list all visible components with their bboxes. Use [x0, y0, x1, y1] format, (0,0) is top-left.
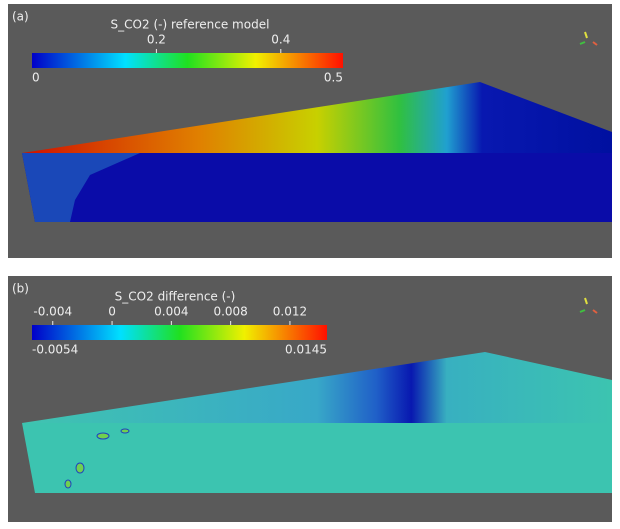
colorbar-max-label: 0.5 — [324, 71, 343, 85]
colorbar — [32, 325, 327, 340]
front-face — [22, 423, 612, 493]
colorbar — [32, 53, 343, 68]
colorbar-tick-label: 0.004 — [154, 305, 188, 319]
colorbar-tick-label: -0.004 — [33, 305, 72, 319]
figure: (a) S_CO2 (-) reference model0.2 0.4 0 0.5 (b… — [0, 0, 620, 529]
panel-label: (a) — [12, 10, 29, 24]
colorbar-title: S_CO2 (-) reference model — [111, 18, 270, 32]
colorbar-min-label: -0.0054 — [32, 343, 78, 357]
colorbar-tick-label: 0.008 — [213, 305, 247, 319]
colorbar-tick-label: 0.2 — [147, 33, 166, 47]
panel-label: (b) — [12, 282, 29, 296]
colorbar-tick-label: 0.012 — [273, 305, 307, 319]
colorbar-min-label: 0 — [32, 71, 40, 85]
colorbar-title: S_CO2 difference (-) — [115, 290, 236, 304]
colorbar-tick-label: 0 — [108, 305, 116, 319]
colorbar-tick-label: 0.4 — [271, 33, 290, 47]
colorbar-max-label: 0.0145 — [285, 343, 327, 357]
